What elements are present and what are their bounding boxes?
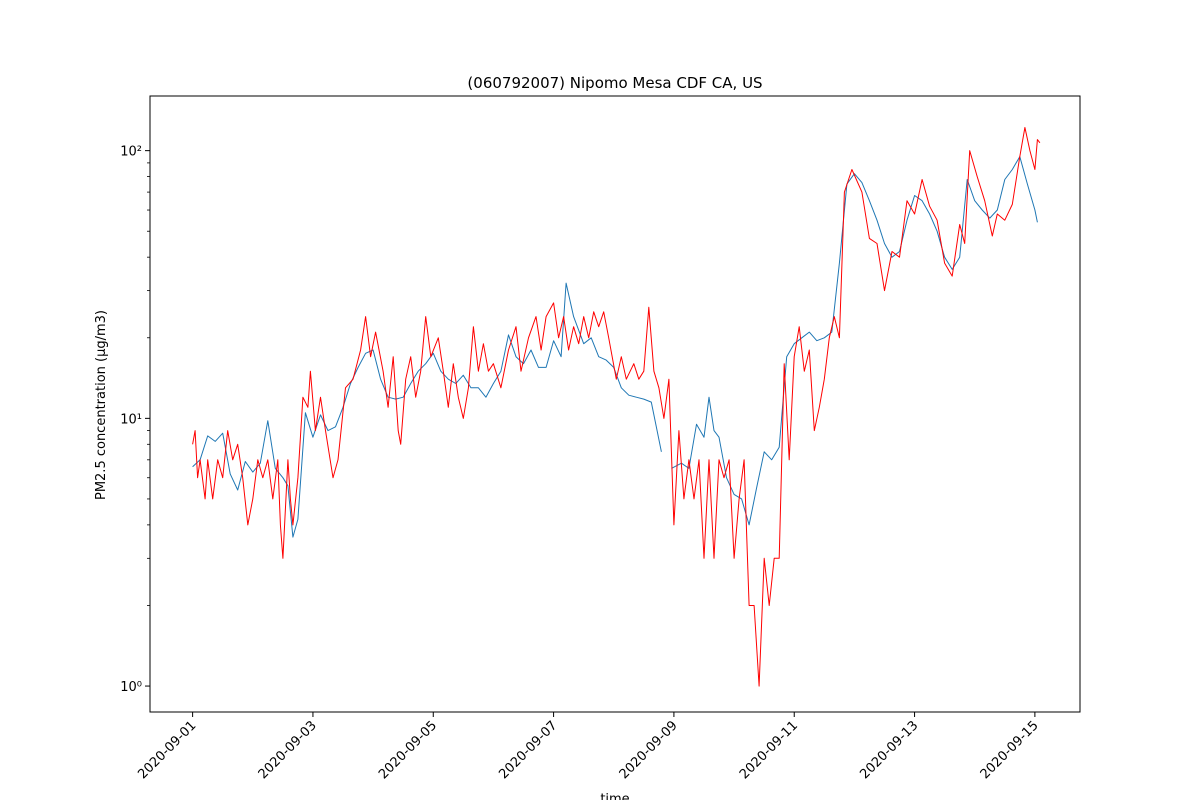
series-line-1 [192, 282, 662, 538]
series-line-2 [671, 156, 1038, 526]
y-tick-label: 10¹ [120, 412, 142, 427]
x-tick-label: 2020-09-01 [135, 718, 199, 782]
x-tick-label: 2020-09-13 [857, 718, 921, 782]
x-tick-label: 2020-09-07 [496, 718, 560, 782]
chart-title: (060792007) Nipomo Mesa CDF CA, US [467, 74, 762, 92]
x-tick-label: 2020-09-15 [978, 718, 1042, 782]
x-axis-label: time [600, 792, 629, 800]
y-tick-label: 10⁰ [120, 680, 142, 695]
x-tick-label: 2020-09-09 [617, 718, 681, 782]
series-line-3 [192, 127, 1041, 687]
y-tick-label: 10² [120, 145, 142, 160]
series-layer [192, 127, 1041, 687]
y-axis-label: PM2.5 concentration (μg/m3) [94, 310, 109, 500]
x-tick-label: 2020-09-05 [376, 718, 440, 782]
plot-frame [149, 95, 1081, 713]
x-tick-label: 2020-09-03 [256, 718, 320, 782]
x-tick-label: 2020-09-11 [737, 718, 801, 782]
